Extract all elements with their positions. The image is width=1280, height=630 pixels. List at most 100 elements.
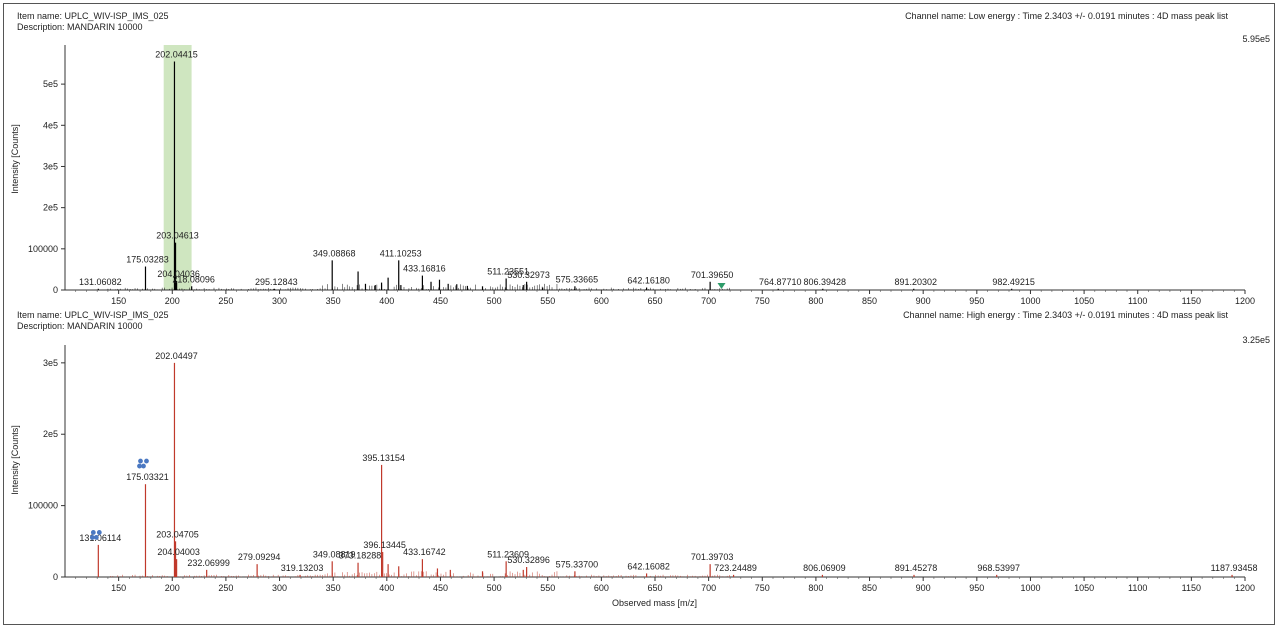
x-tick-label: 750	[755, 296, 770, 306]
x-axis-title: Observed mass [m/z]	[612, 598, 698, 608]
peak-label: 218.08096	[172, 274, 215, 284]
x-tick-label: 800	[808, 296, 823, 306]
peak-label: 131.06082	[79, 277, 122, 287]
cluster-dot	[144, 458, 149, 464]
x-tick-label: 950	[969, 296, 984, 306]
peak-label: 575.33665	[556, 274, 599, 284]
peak-label: 319.13203	[281, 563, 324, 573]
x-tick-label: 200	[165, 583, 180, 593]
y-tick-label: 5e5	[43, 79, 58, 89]
peak-label: 511.23609	[487, 549, 529, 559]
peak-label: 575.33700	[556, 559, 599, 569]
x-tick-label: 300	[272, 296, 287, 306]
peak-label: 411.10253	[380, 248, 422, 258]
peak-label: 202.04415	[155, 49, 198, 59]
cluster-dot	[138, 458, 143, 464]
peak-label: 642.16082	[627, 561, 670, 571]
cluster-dot	[141, 463, 146, 469]
x-tick-label: 150	[111, 296, 126, 306]
x-tick-label: 1200	[1235, 583, 1255, 593]
x-tick-label: 550	[540, 296, 555, 306]
peak-label: 433.16742	[403, 547, 446, 557]
x-tick-label: 1000	[1020, 583, 1040, 593]
x-tick-label: 650	[647, 583, 662, 593]
y-tick-label: 3e5	[43, 358, 58, 368]
peak-label: 982.49215	[992, 277, 1035, 287]
scale-label: 3.25e5	[1242, 335, 1270, 345]
x-tick-label: 700	[701, 583, 716, 593]
y-tick-label: 3e5	[43, 161, 58, 171]
cluster-dot	[96, 530, 102, 535]
peak-label: 295.12843	[255, 277, 298, 287]
peak-label: 968.53997	[977, 563, 1020, 573]
window-frame	[3, 3, 1275, 625]
x-tick-label: 900	[916, 296, 931, 306]
x-tick-label: 1100	[1128, 296, 1147, 306]
item-name: Item name: UPLC_WIV-ISP_IMS_025	[17, 11, 169, 21]
x-tick-label: 600	[594, 296, 609, 306]
description: Description: MANDARIN 10000	[17, 321, 143, 331]
x-tick-label: 1100	[1128, 583, 1147, 593]
peak-label: 203.04613	[156, 231, 199, 241]
x-tick-label: 650	[647, 296, 662, 306]
channel-name: Channel name: High energy : Time 2.3403 …	[903, 310, 1228, 320]
y-tick-label: 100000	[28, 244, 58, 254]
peak-label: 204.04036	[157, 269, 200, 279]
peak-label: 349.08868	[313, 248, 356, 258]
x-tick-label: 1000	[1020, 296, 1040, 306]
x-tick-label: 750	[755, 583, 770, 593]
peak-label: 701.39650	[691, 270, 734, 280]
x-tick-label: 150	[111, 583, 126, 593]
x-tick-label: 350	[326, 583, 341, 593]
y-tick-label: 0	[53, 285, 58, 295]
cluster-dot	[90, 530, 96, 535]
x-tick-label: 250	[218, 296, 233, 306]
highlight-band	[163, 45, 192, 290]
y-tick-label: 0	[53, 572, 58, 582]
peak-label: 723.24489	[714, 563, 757, 573]
x-tick-label: 1150	[1182, 583, 1201, 593]
peak-label: 202.04497	[155, 351, 198, 361]
peak-label: 530.32896	[507, 555, 550, 565]
x-tick-label: 1050	[1074, 296, 1094, 306]
peak-label: 806.06909	[803, 563, 846, 573]
x-tick-label: 300	[272, 583, 287, 593]
peak-label: 891.20302	[894, 277, 937, 287]
scale-label: 5.95e5	[1242, 34, 1270, 44]
item-name: Item name: UPLC_WIV-ISP_IMS_025	[17, 310, 169, 320]
peak-label: 530.32973	[507, 270, 550, 280]
y-tick-label: 2e5	[43, 203, 58, 213]
x-tick-label: 800	[808, 583, 823, 593]
marker-triangle	[717, 283, 726, 289]
y-tick-label: 4e5	[43, 120, 58, 130]
cluster-dot	[93, 535, 99, 540]
x-tick-label: 350	[326, 296, 341, 306]
cluster-icon	[89, 530, 102, 540]
peak-label: 373.18288	[339, 551, 382, 561]
x-tick-label: 400	[379, 296, 394, 306]
spectrum-chart-low: 150 200 250 300 350 400 450 500 550 600 650 700 750 8…	[28, 45, 1255, 306]
peak-label: 396.13445	[363, 540, 406, 550]
peak-label: 131.06114	[79, 533, 121, 543]
x-tick-label: 500	[487, 296, 502, 306]
channel-name: Channel name: Low energy : Time 2.3403 +…	[905, 11, 1228, 21]
x-tick-label: 850	[862, 296, 877, 306]
peak-label: 232.06999	[187, 558, 230, 568]
x-tick-label: 200	[165, 296, 180, 306]
x-tick-label: 400	[379, 583, 394, 593]
x-tick-label: 1200	[1235, 296, 1255, 306]
x-tick-label: 950	[969, 583, 984, 593]
peak-label: 395.13154	[362, 453, 405, 463]
x-tick-label: 550	[540, 583, 555, 593]
peak-label: 349.08819	[313, 549, 356, 559]
peak-label: 204.04003	[157, 547, 200, 557]
x-tick-label: 700	[701, 296, 716, 306]
x-tick-label: 600	[594, 583, 609, 593]
x-tick-label: 450	[433, 583, 448, 593]
y-tick-label: 2e5	[43, 429, 58, 439]
x-tick-label: 850	[862, 583, 877, 593]
peak-label: 175.03321	[126, 472, 169, 482]
x-tick-label: 250	[218, 583, 233, 593]
x-tick-label: 900	[916, 583, 931, 593]
